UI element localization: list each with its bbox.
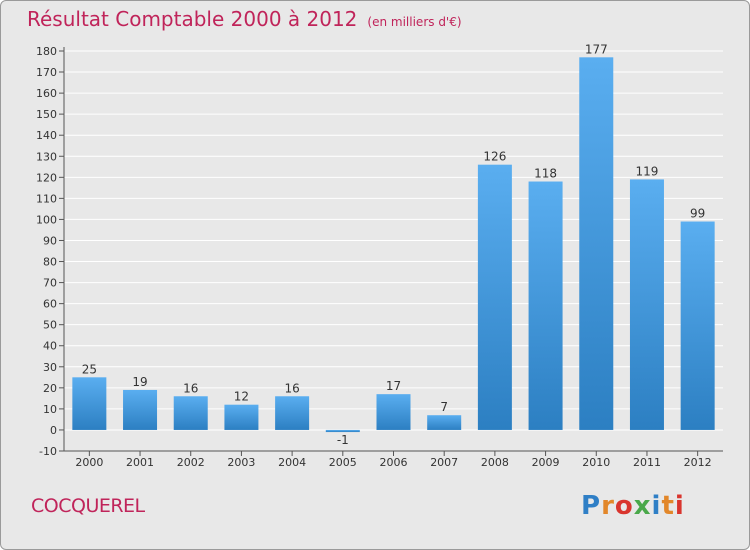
y-tick-label: 60 [43,298,57,311]
y-tick-label: 0 [50,424,57,437]
bar [173,396,208,430]
bar [427,415,462,430]
logo-letter: P [581,491,602,521]
bar [629,179,664,430]
y-tick-label: 150 [36,108,57,121]
logo-letter: o [614,491,634,521]
y-tick-label: 70 [43,277,57,290]
data-label: 177 [585,42,608,56]
data-label: 17 [386,379,401,393]
logo-letter: r [601,491,615,521]
y-tick-label: 120 [36,171,57,184]
y-tick-label: 30 [43,361,57,374]
logo-letter: i [651,491,662,521]
bar [72,377,107,430]
bar [376,394,411,430]
y-tick-label: 160 [36,87,57,100]
x-tick-label: 2004 [278,456,306,469]
data-label: 19 [132,375,147,389]
data-label: 99 [690,207,705,221]
y-tick-label: 110 [36,192,57,205]
bar [579,57,614,430]
x-tick-label: 2003 [227,456,255,469]
y-tick-label: 80 [43,256,57,269]
y-tick-label: 100 [36,213,57,226]
x-tick-label: 2000 [75,456,103,469]
bar [477,164,512,430]
y-tick-label: 40 [43,340,57,353]
bar [275,396,310,430]
town-name: COCQUEREL [31,495,145,517]
proxiti-logo: Proxiti [581,491,685,521]
x-tick-label: 2007 [430,456,458,469]
bar [325,429,360,433]
x-tick-label: 2011 [633,456,661,469]
x-tick-label: 2009 [532,456,560,469]
data-label: 118 [534,167,557,181]
title-text: Résultat Comptable 2000 à 2012 [27,7,358,31]
y-tick-label: 10 [43,403,57,416]
chart-title: Résultat Comptable 2000 à 2012 (en millie… [27,7,462,31]
x-tick-label: 2005 [329,456,357,469]
y-tick-label: 140 [36,129,57,142]
logo-letter: x [633,491,652,521]
x-tick-label: 2001 [126,456,154,469]
y-tick-label: 90 [43,234,57,247]
logo-letter: i [674,491,685,521]
x-tick-label: 2010 [582,456,610,469]
bar [528,181,563,430]
y-tick-label: 170 [36,66,57,79]
data-label: 126 [483,150,506,164]
bar [680,221,715,430]
y-tick-label: -10 [39,445,57,458]
data-label: 119 [636,164,659,178]
unit-text: (en milliers d'€) [367,15,462,29]
data-label: 16 [284,381,299,395]
x-tick-label: 2008 [481,456,509,469]
data-label: 16 [183,381,198,395]
bar [224,404,259,430]
logo-letter: t [661,491,675,521]
data-label: 7 [440,400,448,414]
y-tick-label: 180 [36,45,57,58]
data-label: 25 [82,362,97,376]
data-label: 12 [234,390,249,404]
data-label: -1 [337,433,349,447]
x-tick-label: 2002 [177,456,205,469]
x-tick-label: 2006 [380,456,408,469]
x-tick-label: 2012 [684,456,712,469]
y-tick-label: 50 [43,319,57,332]
y-tick-label: 130 [36,150,57,163]
y-tick-label: 20 [43,382,57,395]
bar [123,389,158,430]
